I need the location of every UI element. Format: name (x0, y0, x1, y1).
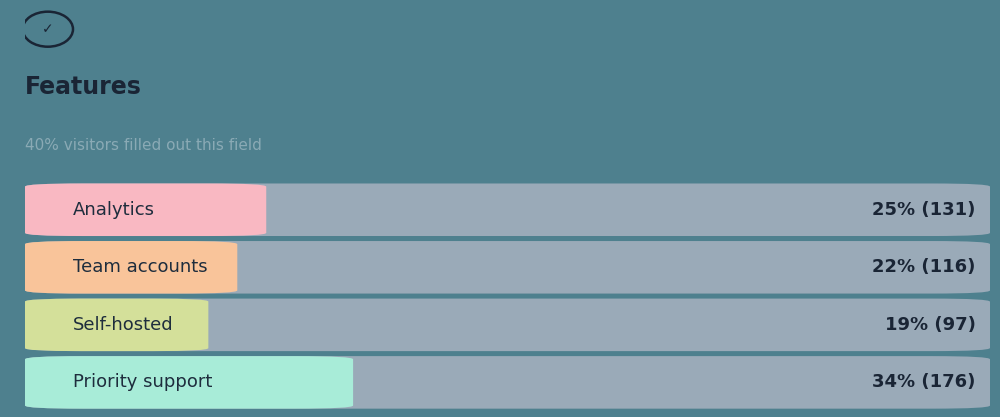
FancyBboxPatch shape (25, 356, 353, 409)
Text: Self-hosted: Self-hosted (73, 316, 174, 334)
Text: Priority support: Priority support (73, 373, 213, 392)
Text: 22% (116): 22% (116) (872, 258, 976, 276)
FancyBboxPatch shape (25, 299, 208, 351)
Text: 25% (131): 25% (131) (872, 201, 976, 219)
Text: Analytics: Analytics (73, 201, 155, 219)
FancyBboxPatch shape (25, 241, 237, 294)
FancyBboxPatch shape (25, 299, 990, 351)
Text: ✓: ✓ (42, 22, 54, 36)
FancyBboxPatch shape (25, 183, 990, 236)
FancyBboxPatch shape (25, 183, 266, 236)
FancyBboxPatch shape (25, 241, 990, 294)
FancyBboxPatch shape (25, 356, 990, 409)
Text: 34% (176): 34% (176) (872, 373, 976, 392)
Text: 40% visitors filled out this field: 40% visitors filled out this field (25, 138, 262, 153)
Text: Team accounts: Team accounts (73, 258, 208, 276)
Text: Features: Features (25, 75, 142, 99)
Text: 19% (97): 19% (97) (885, 316, 976, 334)
